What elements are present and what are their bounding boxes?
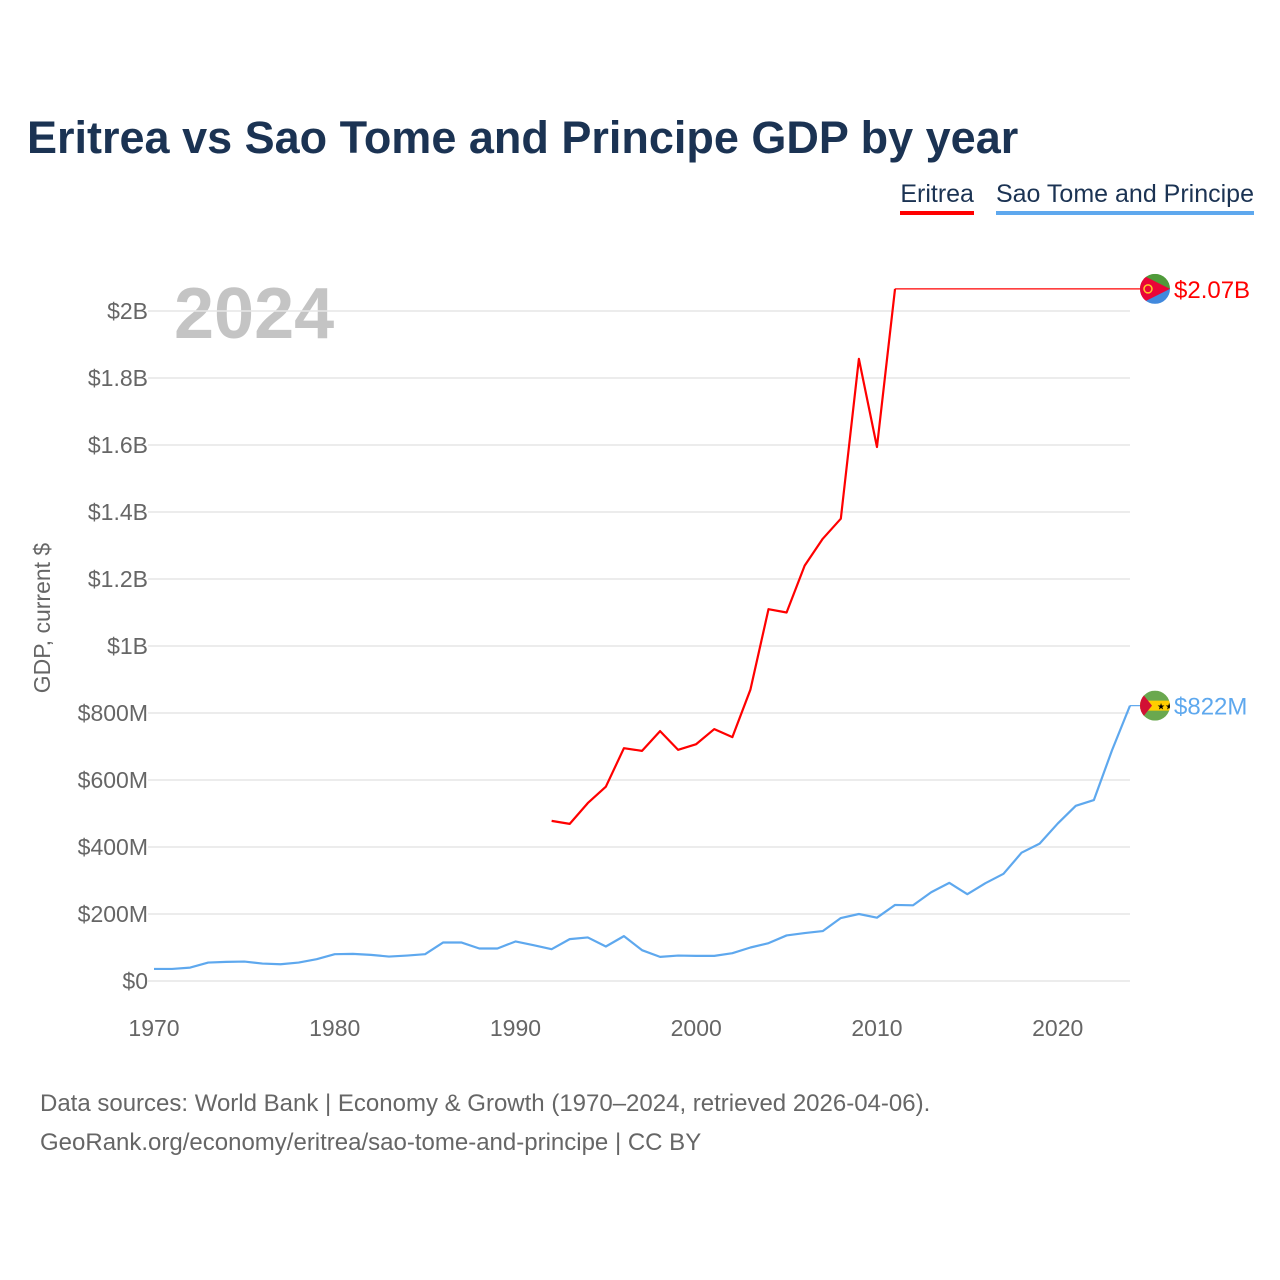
eritrea-flag-icon: [1140, 273, 1170, 304]
y-tick-label: $600M: [78, 767, 148, 793]
y-tick-label: $1.4B: [88, 499, 148, 525]
series-line-sao-tome: [154, 705, 1132, 971]
legend-sao-tome[interactable]: Sao Tome and Principe: [995, 180, 1254, 215]
chart-plot: 2024 GDP, current $ $0 $200M $400M $600M $80…: [29, 273, 1250, 1041]
footer-link[interactable]: GeoRank.org/economy/eritrea/sao-tome-and…: [40, 1129, 702, 1156]
x-tick-label: 2010: [851, 1015, 902, 1041]
y-tick-label: $2B: [107, 298, 148, 324]
flag-body: ★★: [1140, 690, 1173, 721]
x-tick-label: 2000: [671, 1015, 722, 1041]
y-tick-label: $1.6B: [88, 432, 148, 458]
footer: Data sources: World Bank | Economy & Gro…: [40, 1084, 930, 1162]
chart-title: Eritrea vs Sao Tome and Principe GDP by …: [27, 112, 1019, 163]
footer-sources: Data sources: World Bank | Economy & Gro…: [40, 1090, 931, 1117]
flag-stars: ★★: [1157, 702, 1173, 712]
flag-yellow: [1140, 700, 1170, 711]
y-tick-label: $1.8B: [88, 365, 148, 391]
flag-body: [1140, 273, 1170, 304]
series-line-eritrea: [551, 288, 897, 825]
y-tick-label: $200M: [78, 901, 148, 927]
x-tick-label: 1980: [309, 1015, 360, 1041]
x-tick-label: 2020: [1032, 1015, 1083, 1041]
flag-red: [1140, 273, 1170, 304]
flag-emblem: [1143, 284, 1153, 294]
end-value-label: $822M: [1174, 694, 1247, 721]
legend: Eritrea Sao Tome and Principe: [900, 180, 1254, 215]
y-tick-label: $800M: [78, 700, 148, 726]
legend-eritrea[interactable]: Eritrea: [900, 180, 974, 215]
flag-red: [1140, 690, 1152, 721]
y-tick-label: $1B: [107, 633, 148, 659]
sao-tome-flag-icon: ★★: [1140, 690, 1173, 721]
y-axis-label: GDP, current $: [29, 543, 55, 694]
year-watermark: 2024: [174, 274, 334, 354]
y-tick-label: $400M: [78, 834, 148, 860]
y-tick-label: $1.2B: [88, 566, 148, 592]
x-tick-label: 1990: [490, 1015, 541, 1041]
y-tick-label: $0: [122, 968, 148, 994]
x-tick-label: 1970: [128, 1015, 179, 1041]
end-value-label: $2.07B: [1174, 277, 1250, 304]
